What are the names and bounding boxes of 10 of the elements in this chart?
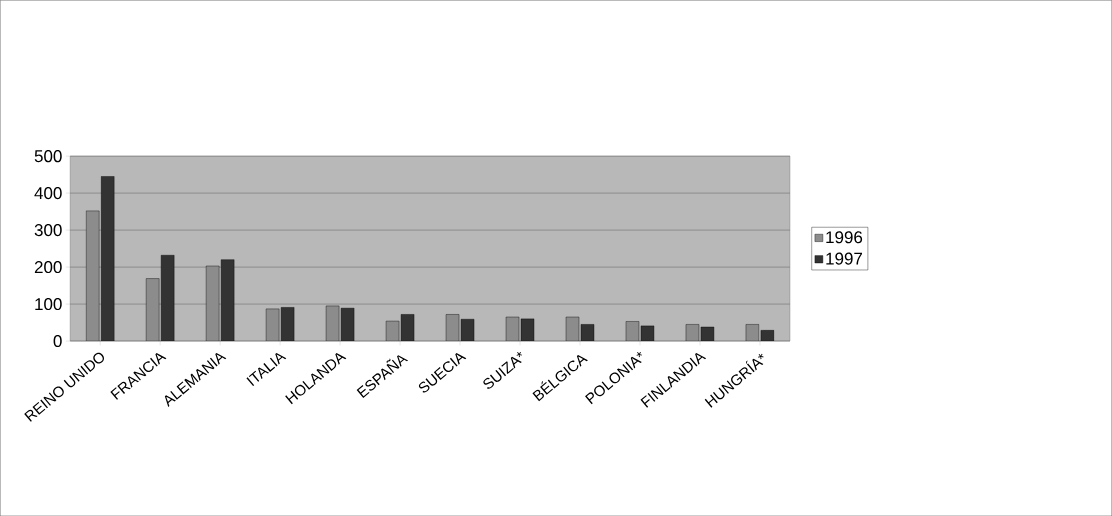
- bar: [145, 278, 160, 341]
- y-tick-label: 100: [35, 297, 62, 311]
- y-tick-label: 500: [34, 150, 62, 163]
- y-tick-label: 400: [34, 187, 62, 200]
- legend-label: 1997: [826, 252, 863, 265]
- y-tick-label: 300: [34, 224, 62, 237]
- legend-label: 1996: [826, 231, 863, 244]
- bar: [85, 210, 100, 341]
- y-tick-label: 200: [34, 260, 62, 274]
- y-tick-label: 0: [53, 334, 62, 347]
